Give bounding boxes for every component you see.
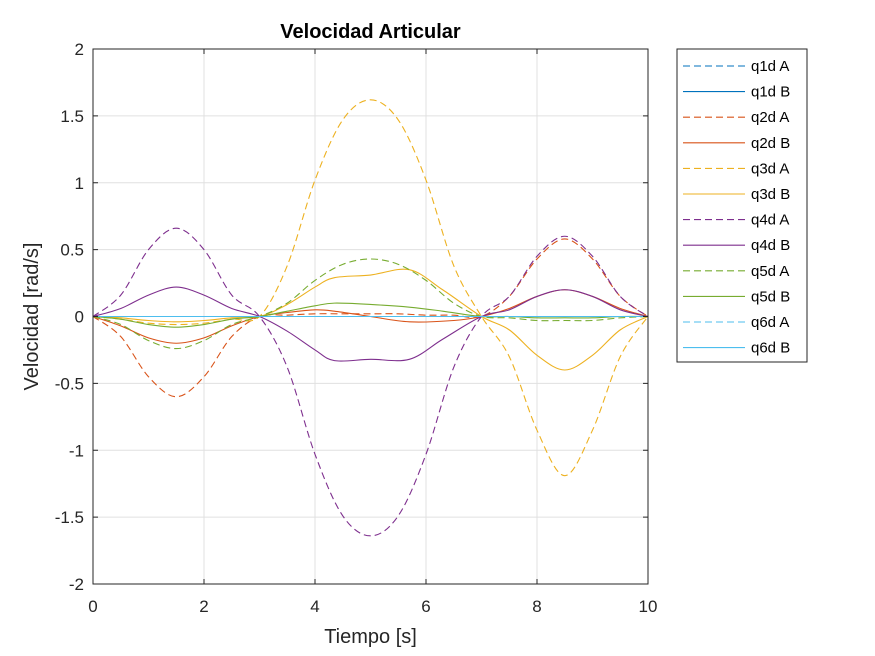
series-line-q4d-a — [92, 227, 649, 537]
series-line-q4d-b — [92, 286, 649, 362]
legend-label-q6d-a: q6d A — [751, 314, 789, 331]
legend-label-q4d-b: q4d B — [751, 237, 790, 254]
legend-label-q2d-b: q2d B — [751, 135, 790, 152]
legend: q1d A q1d B q2d A q2d B q3d A q3d B q4d A q4d B… — [676, 48, 808, 363]
legend-label-q5d-b: q5d B — [751, 288, 790, 305]
axis-ticks: 0 2 4 6 8 10 -2 -1.5 -1 -0.5 0 0.5 1 1.5 2 — [55, 40, 658, 616]
legend-label-q3d-b: q3d B — [751, 186, 790, 203]
legend-label-q1d-b: q1d B — [751, 84, 790, 101]
x-tick-label: 6 — [421, 597, 430, 616]
legend-label-q1d-a: q1d A — [751, 58, 789, 75]
y-tick-label: 2 — [75, 40, 84, 59]
series-lines — [92, 99, 649, 537]
legend-label-q5d-a: q5d A — [751, 263, 789, 280]
x-tick-label: 10 — [639, 597, 658, 616]
legend-label-q4d-a: q4d A — [751, 212, 789, 229]
legend-label-q3d-a: q3d A — [751, 160, 789, 177]
y-tick-label: 1.5 — [60, 107, 84, 126]
x-axis-label: Tiempo [s] — [324, 626, 417, 648]
y-tick-label: -1 — [69, 441, 84, 460]
legend-box — [676, 48, 808, 363]
legend-label-q6d-b: q6d B — [751, 340, 790, 357]
legend-label-q2d-a: q2d A — [751, 109, 789, 126]
y-tick-label: 0.5 — [60, 241, 84, 260]
x-tick-label: 2 — [199, 597, 208, 616]
y-tick-label: -1.5 — [55, 508, 84, 527]
x-tick-label: 0 — [88, 597, 97, 616]
x-tick-label: 4 — [310, 597, 319, 616]
y-tick-label: -0.5 — [55, 374, 84, 393]
series-line-q3d-b — [92, 268, 649, 371]
series-line-q5d-a — [92, 258, 649, 350]
series-line-q2d-a — [92, 238, 649, 398]
y-axis-label: Velocidad [rad/s] — [21, 243, 43, 391]
y-tick-label: -2 — [69, 575, 84, 594]
series-line-q5d-b — [92, 302, 649, 328]
y-tick-label: 0 — [75, 308, 84, 327]
x-tick-label: 8 — [532, 597, 541, 616]
y-tick-label: 1 — [75, 174, 84, 193]
series-line-q3d-a — [92, 99, 649, 477]
chart-title: Velocidad Articular — [280, 21, 461, 43]
